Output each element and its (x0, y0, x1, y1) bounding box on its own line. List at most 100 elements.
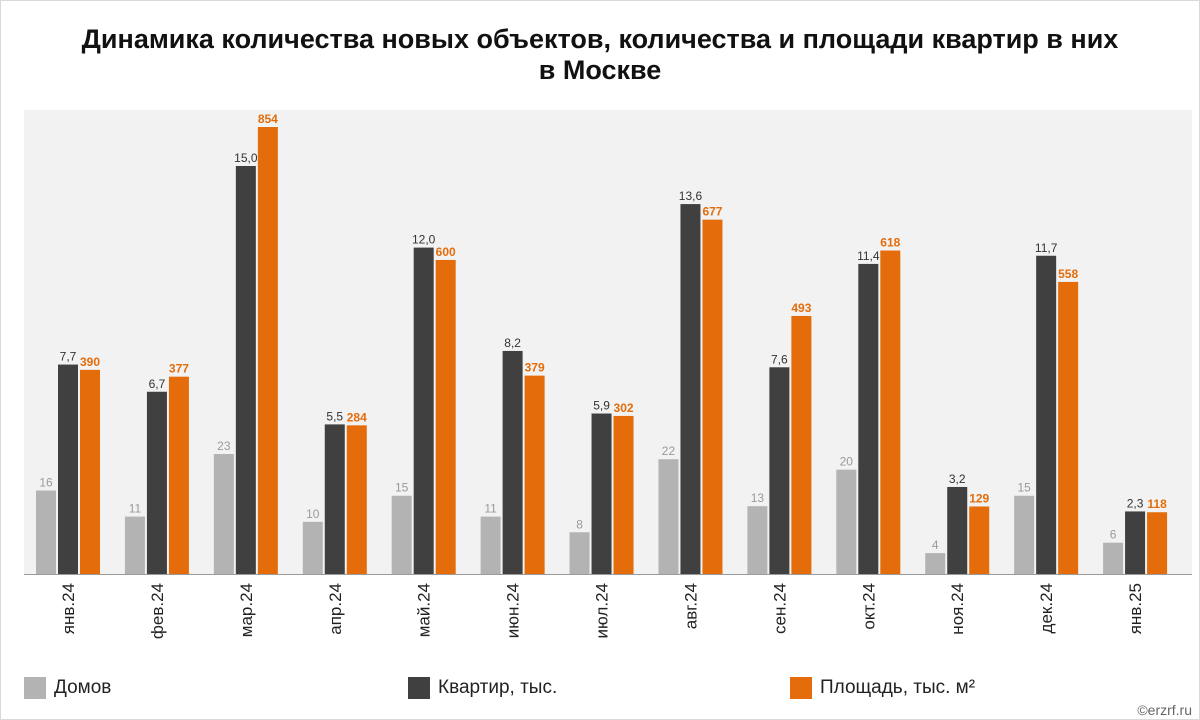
data-label-area: 118 (1147, 497, 1167, 511)
data-label-area: 284 (347, 410, 367, 424)
data-label-houses: 22 (662, 444, 676, 458)
legend-item-flats: Квартир, тыс. (408, 676, 557, 700)
data-label-houses: 6 (1110, 528, 1117, 542)
bar-area (346, 425, 367, 574)
bar-area (168, 376, 189, 574)
x-tick-label: мар.24 (237, 583, 256, 637)
bar-area (80, 369, 100, 574)
legend-swatch-flats (408, 677, 430, 699)
watermark: ©erzrf.ru (1137, 702, 1192, 718)
bar-flats (502, 350, 523, 574)
bar-flats (58, 364, 78, 574)
x-tick-label: дек.24 (1037, 583, 1056, 633)
data-label-houses: 20 (840, 455, 854, 469)
bar-flats (591, 413, 612, 574)
data-label-flats: 5,9 (593, 399, 610, 413)
bar-area (1147, 512, 1168, 574)
data-label-houses: 16 (39, 476, 53, 490)
bar-houses (925, 553, 946, 574)
chart-title-line-1: Динамика количества новых объектов, коли… (81, 24, 1119, 54)
bar-area (969, 506, 990, 574)
data-label-houses: 13 (751, 491, 765, 505)
x-tick-label: сен.24 (770, 583, 789, 634)
data-label-flats: 7,7 (60, 350, 77, 364)
bar-houses (1014, 495, 1035, 574)
bar-houses (124, 516, 145, 574)
data-label-houses: 11 (484, 502, 497, 516)
data-label-houses: 11 (129, 502, 142, 516)
data-label-houses: 23 (217, 439, 231, 453)
data-label-area: 129 (969, 491, 989, 505)
bar-area (702, 219, 723, 574)
x-tick-label: апр.24 (326, 583, 345, 635)
bar-flats (235, 166, 256, 574)
chart-title-line-2: в Москве (538, 55, 662, 85)
bar-flats (146, 391, 167, 574)
data-label-flats: 15,0 (234, 151, 258, 165)
x-tick-label: май.24 (415, 583, 434, 637)
bar-houses (480, 516, 501, 574)
bar-houses (213, 454, 234, 574)
data-label-area: 677 (702, 205, 722, 219)
data-label-area: 618 (880, 236, 900, 250)
x-tick-label: июл.24 (593, 583, 612, 638)
bar-flats (413, 247, 434, 574)
legend-label-houses: Домов (54, 677, 112, 698)
data-label-area: 390 (80, 355, 100, 369)
data-label-houses: 15 (1017, 481, 1031, 495)
data-label-flats: 7,6 (771, 352, 788, 366)
data-label-area: 302 (614, 401, 634, 415)
data-label-area: 854 (258, 112, 278, 126)
bar-flats (947, 486, 968, 574)
bar-houses (658, 459, 679, 574)
data-label-flats: 3,2 (949, 472, 966, 486)
x-tick-label: окт.24 (859, 583, 878, 630)
x-tick-label: янв.24 (59, 583, 78, 634)
bar-flats (324, 424, 345, 574)
data-label-flats: 11,7 (1035, 241, 1058, 255)
x-tick-label: янв.25 (1126, 583, 1145, 634)
bar-flats (680, 204, 701, 574)
bar-area (613, 415, 634, 574)
bar-houses (302, 521, 323, 574)
bar-flats (769, 367, 790, 574)
bar-houses (36, 490, 56, 574)
bar-area (524, 375, 545, 574)
bar-flats (858, 263, 879, 574)
bar-area (880, 250, 901, 575)
data-label-flats: 13,6 (679, 189, 703, 203)
legend-swatch-houses (24, 677, 46, 699)
bar-houses (391, 495, 412, 574)
bar-area (1058, 281, 1079, 574)
data-label-flats: 6,7 (149, 377, 166, 391)
data-label-area: 600 (436, 245, 456, 259)
bar-flats (1125, 511, 1146, 574)
x-tick-label: ноя.24 (948, 583, 967, 635)
bar-houses (1103, 542, 1124, 574)
bar-area (791, 315, 812, 574)
bar-houses (569, 532, 590, 574)
data-label-area: 493 (791, 301, 811, 315)
data-label-area: 379 (525, 361, 545, 375)
data-label-area: 377 (169, 362, 189, 376)
data-label-flats: 8,2 (504, 336, 521, 350)
legend-item-houses: Домов (24, 676, 111, 700)
data-label-houses: 10 (306, 507, 320, 521)
bar-houses (836, 469, 857, 574)
legend-item-area: Площадь, тыс. м² (790, 676, 975, 700)
data-label-flats: 11,4 (857, 249, 880, 263)
bar-houses (747, 506, 768, 574)
data-label-flats: 2,3 (1127, 496, 1144, 510)
bar-area (435, 259, 456, 574)
x-tick-label: авг.24 (681, 583, 700, 629)
data-label-flats: 5,5 (326, 409, 343, 423)
x-tick-label: фев.24 (148, 583, 167, 639)
legend-label-flats: Квартир, тыс. (438, 677, 558, 698)
x-tick-label: июн.24 (504, 583, 523, 638)
data-label-houses: 4 (932, 538, 939, 552)
data-label-houses: 8 (576, 517, 583, 531)
data-label-houses: 15 (395, 481, 409, 495)
data-label-flats: 12,0 (412, 233, 436, 247)
bar-area (257, 127, 278, 574)
